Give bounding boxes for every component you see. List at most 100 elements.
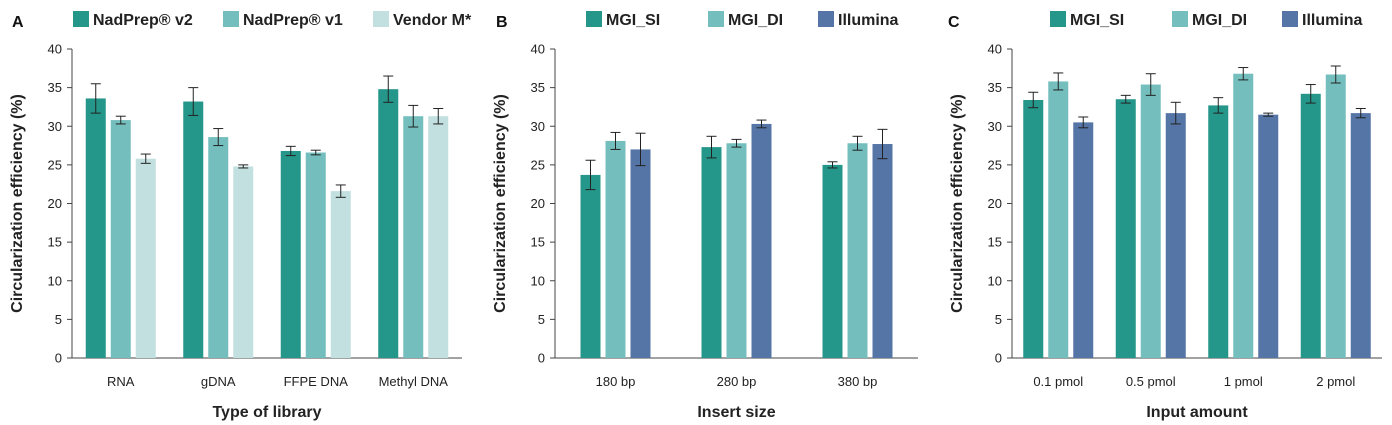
legend-swatch xyxy=(1050,11,1066,27)
y-tick-label: 10 xyxy=(988,273,1002,288)
bar xyxy=(580,174,601,358)
x-axis-title: Insert size xyxy=(697,404,775,421)
y-tick-label: 40 xyxy=(531,42,545,57)
legend-label: MGI_SI xyxy=(606,12,660,29)
bar xyxy=(378,89,399,359)
legend-label: Illumina xyxy=(838,12,899,29)
y-tick-label: 25 xyxy=(48,157,62,172)
legend-label: Illumina xyxy=(1302,12,1363,29)
x-tick-label: gDNA xyxy=(201,374,236,389)
y-tick-label: 35 xyxy=(988,80,1002,95)
x-tick-label: 180 bp xyxy=(596,374,636,389)
bar xyxy=(428,116,449,359)
bar xyxy=(280,150,301,358)
bar xyxy=(110,120,131,358)
y-tick-label: 5 xyxy=(538,312,545,327)
y-tick-label: 20 xyxy=(48,196,62,211)
bar xyxy=(1048,81,1069,358)
panel-letter: A xyxy=(12,14,24,31)
legend-swatch xyxy=(373,11,389,27)
y-tick-label: 5 xyxy=(995,312,1002,327)
y-tick-label: 0 xyxy=(538,351,545,366)
bar xyxy=(822,164,843,358)
y-tick-label: 30 xyxy=(48,119,62,134)
legend-swatch xyxy=(708,11,724,27)
x-tick-label: 1 pmol xyxy=(1224,374,1263,389)
x-tick-label: 280 bp xyxy=(717,374,757,389)
chart-panel-c: C MGI_SI MGI_DI Illumina 0 5 10 15 20 25 30 35 40 Cir… xyxy=(948,11,1382,421)
bar xyxy=(1233,73,1254,358)
legend-label: NadPrep® v1 xyxy=(243,12,343,29)
y-tick-label: 40 xyxy=(988,42,1002,57)
y-tick-label: 35 xyxy=(48,80,62,95)
x-tick-label: 0.1 pmol xyxy=(1033,374,1083,389)
bar xyxy=(701,147,722,358)
y-tick-label: 10 xyxy=(531,273,545,288)
bar xyxy=(183,101,204,358)
y-tick-label: 40 xyxy=(48,42,62,57)
bar xyxy=(1325,74,1346,359)
bar xyxy=(1023,99,1044,359)
y-tick-label: 0 xyxy=(55,351,62,366)
bar xyxy=(1208,105,1229,358)
bar xyxy=(135,158,156,358)
legend-swatch xyxy=(73,11,89,27)
panel-letter: B xyxy=(496,14,508,31)
bar xyxy=(630,149,651,358)
bar xyxy=(403,116,424,359)
chart-panel-a: A NadPrep® v2 NadPrep® v1 Vendor M* 0 5 10 15 20… xyxy=(9,11,472,421)
bar xyxy=(208,137,229,358)
bar xyxy=(726,143,747,358)
bar xyxy=(85,98,106,358)
bar xyxy=(330,191,351,358)
bar xyxy=(847,143,868,358)
y-tick-label: 5 xyxy=(55,312,62,327)
x-tick-label: 0.5 pmol xyxy=(1126,374,1176,389)
y-tick-label: 25 xyxy=(531,157,545,172)
x-axis-title: Input amount xyxy=(1146,404,1248,421)
panel-letter: C xyxy=(948,14,960,31)
legend-label: NadPrep® v2 xyxy=(93,12,193,29)
y-tick-label: 10 xyxy=(48,273,62,288)
bar xyxy=(1300,93,1321,359)
y-tick-label: 20 xyxy=(531,196,545,211)
x-tick-label: RNA xyxy=(107,374,135,389)
bar xyxy=(1073,122,1094,358)
legend-swatch xyxy=(818,11,834,27)
y-tick-label: 25 xyxy=(988,157,1002,172)
y-tick-label: 30 xyxy=(531,119,545,134)
x-tick-label: 2 pmol xyxy=(1316,374,1355,389)
x-axis-title: Type of library xyxy=(212,404,321,421)
legend-swatch xyxy=(586,11,602,27)
y-axis-title: Circularization efficiency (%) xyxy=(949,94,966,313)
x-tick-label: 380 bp xyxy=(838,374,878,389)
legend-swatch xyxy=(1282,11,1298,27)
bar xyxy=(751,123,772,359)
y-axis-title: Circularization efficiency (%) xyxy=(492,94,509,313)
bar xyxy=(1140,84,1161,358)
legend-label: MGI_DI xyxy=(1192,12,1247,29)
y-tick-label: 15 xyxy=(988,235,1002,250)
x-tick-label: Methyl DNA xyxy=(379,374,449,389)
y-tick-label: 30 xyxy=(988,119,1002,134)
y-axis-title: Circularization efficiency (%) xyxy=(9,94,26,313)
bar xyxy=(1258,114,1279,358)
bar xyxy=(872,144,893,358)
y-tick-label: 0 xyxy=(995,351,1002,366)
y-tick-label: 15 xyxy=(48,235,62,250)
x-tick-label: FFPE DNA xyxy=(284,374,349,389)
bar xyxy=(305,152,326,358)
bar xyxy=(1350,113,1371,359)
chart-panel-b: B MGI_SI MGI_DI Illumina 0 5 10 15 20 25 30 35 40 Cir… xyxy=(492,11,918,421)
bar xyxy=(605,140,626,358)
legend-swatch xyxy=(1172,11,1188,27)
legend-label: MGI_SI xyxy=(1070,12,1124,29)
legend-swatch xyxy=(223,11,239,27)
bar xyxy=(1115,99,1136,359)
y-tick-label: 20 xyxy=(988,196,1002,211)
y-tick-label: 15 xyxy=(531,235,545,250)
legend-label: MGI_DI xyxy=(728,12,783,29)
bar xyxy=(1165,113,1186,359)
